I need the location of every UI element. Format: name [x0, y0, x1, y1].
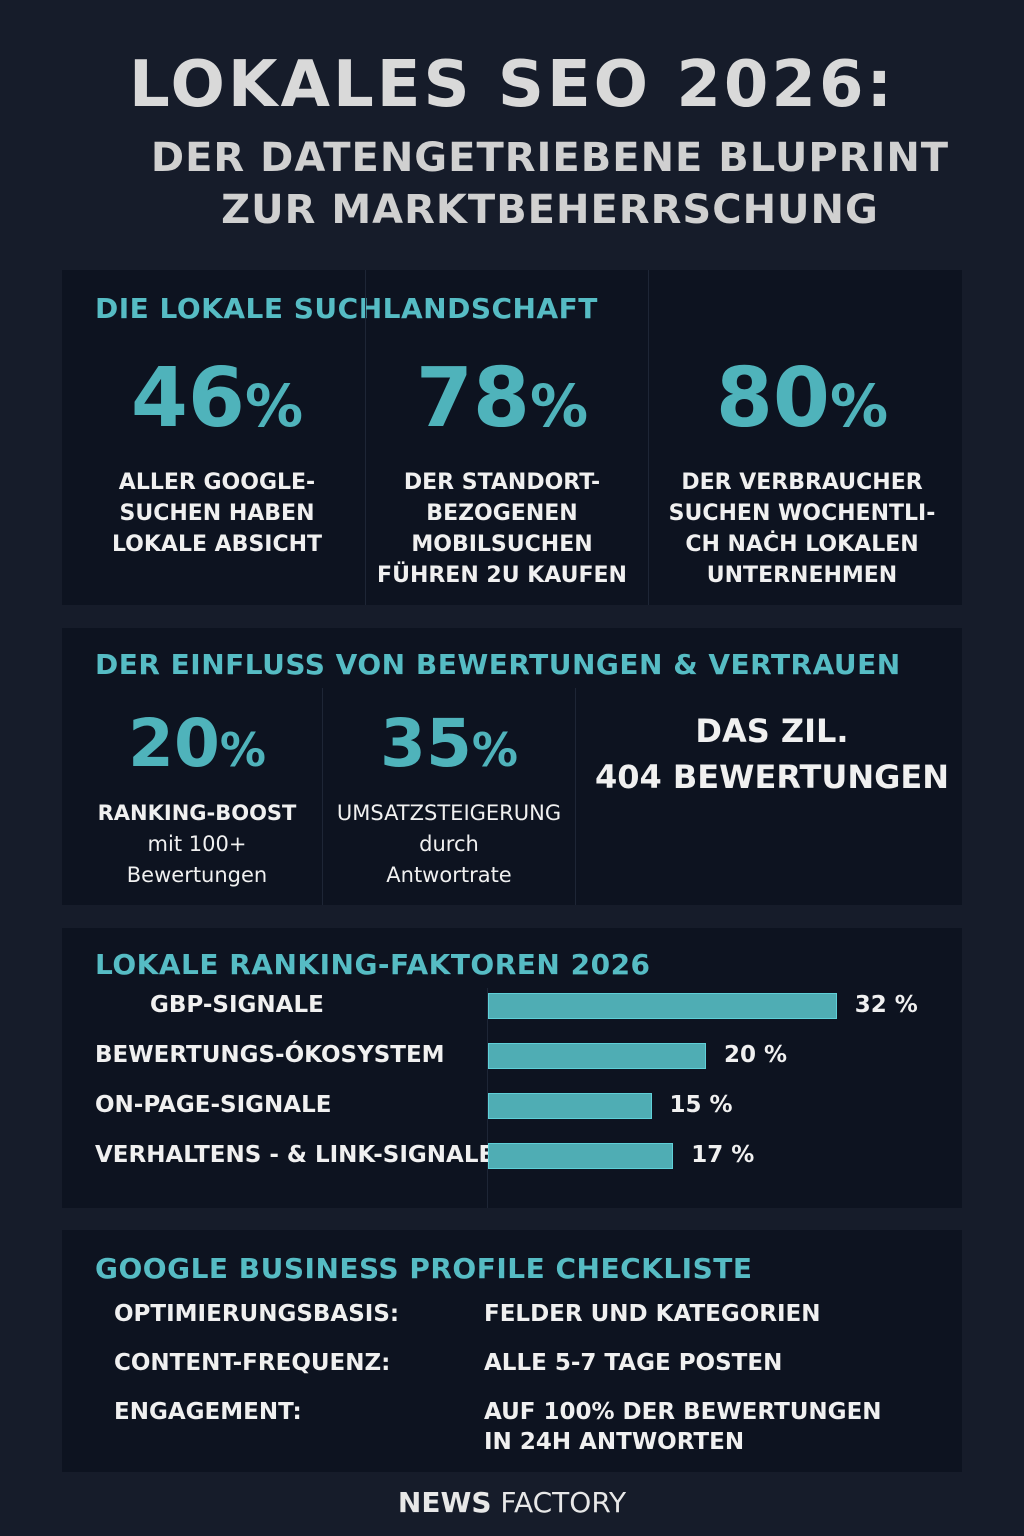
checklist-value: ALLE 5-7 TAGE POSTEN	[484, 1350, 783, 1376]
stat-value: 78%	[415, 351, 589, 446]
page-title: LOKALES SEO 2026:	[128, 48, 896, 122]
stat-description: ALLER GOOGLE- SUCHEN HABEN LOKALE ABSICHT	[111, 470, 323, 557]
stat-description: UMSATZSTEIGERUNG durch Antwortrate	[336, 801, 562, 887]
review-goal: DAS ZIL. 404 BEWERTUNGEN	[594, 712, 950, 796]
stat-value: 46%	[130, 351, 304, 446]
reviews-trust-panel: DER EINFLUSS VON BEWERTUNGEN & VERTRAUEN…	[62, 628, 962, 905]
stat-46: 46% ALLER GOOGLE- SUCHEN HABEN LOKALE ABSI…	[62, 354, 372, 560]
stat-35: 35% UMSATZSTEIGERUNG durch Antwortrate	[324, 706, 574, 891]
bar	[488, 993, 837, 1019]
ranking-factors-panel: LOKALE RANKING-FAKTOREN 2026 GBP-SIGNALE…	[62, 928, 962, 1208]
bar-label: ON-PAGE-SIGNALE	[95, 1092, 332, 1118]
subtitle-line-1: DER DATENGETRIEBENE BLUPRINT	[150, 135, 950, 181]
stat-description: RANKING-BOOST mit 100+ Bewertungen	[97, 801, 297, 887]
stat-value: 20%	[128, 705, 266, 782]
section-heading: GOOGLE BUSINESS PROFILE CHECKLISTE	[95, 1252, 753, 1285]
checklist-label: CONTENT-FREQUENZ:	[114, 1350, 391, 1376]
checklist-value: FELDER UND KATEGORIEN	[484, 1301, 821, 1327]
bar-label: VERHALTENS - & LINK-SIGNALE	[95, 1142, 495, 1168]
stat-20: 20% RANKING-BOOST mit 100+ Bewertungen	[72, 706, 322, 891]
bar-value-label: 15 %	[669, 1092, 733, 1118]
stat-80: 80% DER VERBRAUCHER SUCHEN WOCHENTLI- CH N…	[652, 354, 952, 591]
page-subtitle: DER DATENGETRIEBENE BLUPRINT ZUR MARKTBE…	[100, 132, 1000, 236]
bar-label: GBP-SIGNALE	[150, 992, 324, 1018]
bar-value-label: 32 %	[854, 992, 918, 1018]
bar-value-label: 17 %	[691, 1142, 755, 1168]
checklist-label: OPTIMIERUNGSBASIS:	[114, 1301, 400, 1327]
stat-value: 80%	[715, 351, 889, 446]
divider	[322, 688, 323, 905]
bar	[488, 1093, 652, 1119]
divider	[487, 988, 488, 1208]
bar	[488, 1143, 674, 1169]
stat-value: 35%	[380, 705, 518, 782]
bar-label: BEWERTUNGS-ÓKOSYSTEM	[95, 1042, 445, 1068]
stat-description: DER STANDORT- BEZOGENEN MOBILSUCHEN FÜHREN …	[377, 470, 627, 588]
news-factory-logo: NEWS FACTORY	[397, 1486, 627, 1519]
divider	[365, 270, 366, 605]
checklist-value: AUF 100% DER BEWERTUNGEN IN 24H ANTWORTEN	[484, 1399, 882, 1455]
stat-description: DER VERBRAUCHER SUCHEN WOCHENTLI- CH NAĊH …	[668, 470, 936, 588]
bar	[488, 1043, 706, 1069]
divider	[648, 270, 649, 605]
stat-78: 78% DER STANDORT- BEZOGENEN MOBILSUCHEN FÜH…	[357, 354, 647, 591]
subtitle-line-2: ZUR MARKTBEHERRSCHUNG	[221, 187, 879, 233]
chart-title: LOKALE RANKING-FAKTOREN 2026	[95, 948, 651, 981]
checklist-panel: GOOGLE BUSINESS PROFILE CHECKLISTE OPTIM…	[62, 1230, 962, 1472]
section-heading: DIE LOKALE SUCHLANDSCHAFT	[95, 292, 598, 325]
checklist-label: ENGAGEMENT:	[114, 1399, 302, 1425]
divider	[575, 688, 576, 905]
search-landscape-panel: DIE LOKALE SUCHLANDSCHAFT 46% ALLER GOOG…	[62, 270, 962, 605]
section-heading: DER EINFLUSS VON BEWERTUNGEN & VERTRAUEN	[95, 648, 901, 681]
bar-value-label: 20 %	[724, 1042, 788, 1068]
